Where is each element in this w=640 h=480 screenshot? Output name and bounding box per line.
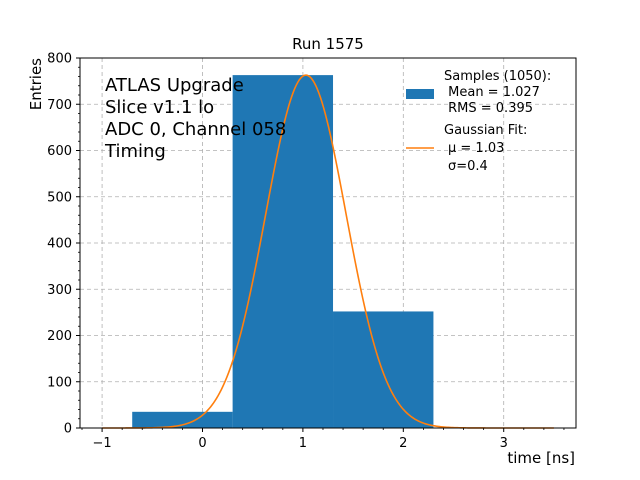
y-tick-label: 300	[47, 283, 72, 298]
histogram-bar	[132, 411, 233, 428]
y-tick-label: 600	[47, 144, 72, 159]
legend-fit-line-3: σ=0.4	[448, 159, 488, 174]
legend-histogram-swatch	[406, 89, 434, 99]
y-tick-label: 200	[47, 329, 72, 344]
legend-fit-line-2: μ = 1.03	[448, 141, 504, 156]
legend-histogram-line-1: Samples (1050):	[444, 69, 551, 84]
y-tick-label: 500	[47, 190, 72, 205]
annotation-block: ATLAS Upgrade Slice v1.1 lo ADC 0, Chann…	[104, 75, 286, 162]
annotation-line-1: ATLAS Upgrade	[105, 75, 244, 96]
y-tick-label: 700	[47, 98, 72, 113]
x-axis-label: time [ns]	[507, 449, 575, 467]
legend-fit-line-1: Gaussian Fit:	[444, 123, 527, 138]
histogram-bars	[132, 75, 434, 429]
annotation-line-2: Slice v1.1 lo	[105, 97, 214, 118]
x-tick-label: −1	[93, 436, 112, 451]
histogram-bar	[232, 75, 334, 429]
histogram-bar	[333, 311, 434, 428]
y-tick-label: 800	[47, 52, 72, 67]
y-tick-label: 100	[47, 375, 72, 390]
legend: Samples (1050): Mean = 1.027 RMS = 0.395…	[406, 69, 551, 174]
y-tick-label: 400	[47, 237, 72, 252]
annotation-line-3: ADC 0, Channel 058	[105, 119, 286, 140]
annotation-line-4: Timing	[104, 141, 166, 162]
x-tick-label: 2	[399, 436, 407, 451]
x-tick-label: 1	[299, 436, 307, 451]
legend-histogram-line-2: Mean = 1.027	[444, 85, 540, 100]
axis-ticks: −1 0 1 2 3 0 100 200 300 400 500 600 700 800	[47, 52, 565, 451]
legend-histogram-line-3: RMS = 0.395	[444, 101, 533, 116]
y-tick-label: 0	[64, 422, 72, 437]
x-tick-label: 0	[198, 436, 206, 451]
x-tick-label: 3	[500, 436, 508, 451]
y-axis-label: Entries	[27, 58, 45, 110]
chart-title: Run 1575	[292, 35, 364, 53]
